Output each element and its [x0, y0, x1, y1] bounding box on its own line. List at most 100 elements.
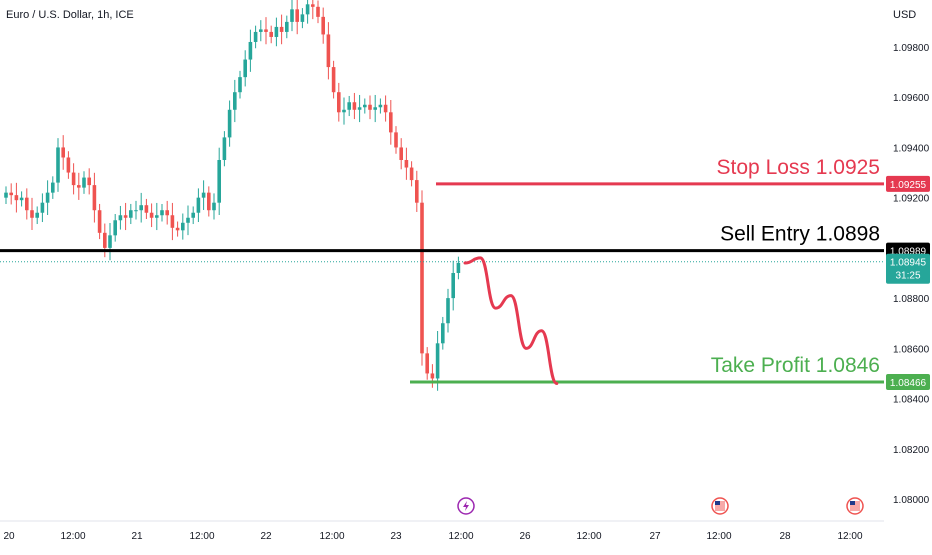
candle-body	[144, 205, 149, 213]
candle-body	[269, 31, 273, 37]
candle-body	[259, 29, 263, 32]
candle-body	[352, 102, 357, 110]
candle-body	[25, 197, 29, 211]
candle-body	[123, 215, 128, 218]
candle-body	[129, 210, 133, 218]
y-tick-label: 1.08600	[893, 344, 930, 355]
candle-body	[9, 192, 13, 196]
candle-body	[191, 212, 195, 218]
flag-canton	[715, 501, 720, 505]
candle-body	[248, 41, 253, 60]
candle-body	[389, 112, 393, 133]
candle-body	[357, 107, 362, 110]
candle-body	[19, 197, 24, 201]
level-label-stop-loss: Stop Loss 1.0925	[717, 156, 880, 179]
candle-body	[103, 232, 107, 248]
candle-body	[4, 192, 8, 198]
candle-body	[160, 210, 164, 216]
candle-body	[420, 202, 424, 354]
levels-layer: Stop Loss 1.0925 Sell Entry 1.0898 Take Pr…	[0, 156, 884, 384]
candle-body	[118, 215, 123, 221]
y-tick-label: 1.08200	[893, 445, 930, 456]
candle-body	[435, 343, 440, 379]
candle-body	[321, 16, 325, 35]
x-tick-label: 28	[779, 531, 791, 542]
x-tick-label: 12:00	[837, 531, 862, 542]
candle-body	[155, 215, 159, 218]
candle-body	[186, 217, 190, 223]
axis-tag-sell-entry: 1.08989	[890, 247, 927, 258]
axis-tag-stop-loss: 1.09255	[890, 180, 927, 191]
candle-body	[331, 67, 336, 93]
x-tick-label: 12:00	[706, 531, 731, 542]
candle-body	[30, 210, 34, 218]
candle-body	[430, 373, 435, 379]
level-label-take-profit: Take Profit 1.0846	[711, 354, 880, 377]
y-tick-label: 1.09400	[893, 143, 930, 154]
y-tick-label: 1.08400	[893, 395, 930, 406]
x-tick-label: 12:00	[189, 531, 214, 542]
candle-body	[165, 210, 169, 216]
candle-body	[82, 177, 86, 188]
x-tick-label: 26	[519, 531, 531, 542]
candle-body	[316, 6, 320, 17]
us-flag-icon	[846, 497, 864, 515]
price-axis: 1.09800 1.09600 1.09400 1.09200 1.08800 1.086…	[886, 43, 930, 506]
candle-body	[264, 29, 268, 32]
y-tick-label: 1.09600	[893, 93, 930, 104]
candle-body	[326, 34, 331, 68]
candle-body	[305, 4, 310, 15]
x-tick-label: 21	[131, 531, 143, 542]
candle-body	[415, 180, 419, 203]
candle-body	[71, 172, 76, 186]
candle-body	[446, 298, 450, 324]
x-tick-label: 27	[649, 531, 661, 542]
candle-body	[279, 26, 284, 32]
current-price-tag: 1.08945	[890, 258, 927, 269]
candle-body	[207, 192, 211, 211]
candle-body	[451, 273, 455, 299]
candle-body	[170, 215, 175, 228]
us-flag-icon	[711, 497, 729, 515]
level-label-sell-entry: Sell Entry 1.0898	[720, 223, 880, 246]
x-tick-label: 20	[3, 531, 15, 542]
candle-body	[274, 26, 279, 37]
x-tick-label: 23	[390, 531, 402, 542]
axis-tag-bg	[886, 373, 930, 390]
axis-tag-take-profit: 1.08466	[890, 378, 927, 389]
candle-body	[113, 220, 117, 236]
chart-title: Euro / U.S. Dollar, 1h, ICE	[6, 9, 134, 21]
x-tick-label: 12:00	[60, 531, 85, 542]
candle-body	[378, 104, 383, 108]
candle-body	[45, 192, 50, 203]
candle-body	[399, 147, 403, 160]
candle-body	[425, 353, 429, 374]
candle-body	[217, 160, 221, 203]
candle-body	[51, 182, 55, 193]
candle-body	[394, 132, 398, 148]
candle-body	[77, 185, 81, 188]
candle-body	[87, 177, 91, 186]
candle-body	[373, 107, 377, 110]
y-tick-label: 1.08000	[893, 495, 930, 506]
candle-body	[300, 14, 305, 22]
lightning-icon	[457, 497, 475, 515]
candle-body	[441, 323, 445, 344]
candle-body	[108, 235, 112, 248]
currency-label: USD	[893, 9, 917, 21]
flag-canton	[850, 501, 855, 505]
candle-body	[40, 202, 45, 213]
projection-path	[463, 256, 559, 385]
countdown-tag: 31:25	[895, 271, 920, 282]
candle-body	[35, 212, 39, 218]
current-price-tag-bg	[886, 253, 930, 284]
y-tick-label: 1.08800	[893, 294, 930, 305]
candle-body	[14, 195, 19, 201]
candle-body	[285, 21, 289, 32]
x-tick-label: 22	[260, 531, 272, 542]
candle-body	[347, 102, 351, 110]
projection-layer	[463, 256, 559, 385]
candle-body	[61, 147, 65, 158]
